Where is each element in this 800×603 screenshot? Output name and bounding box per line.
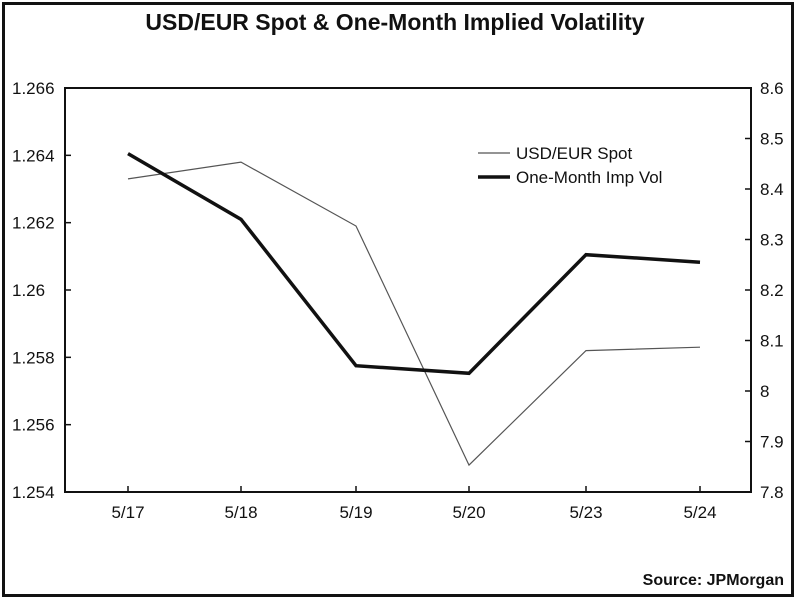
- chart-title: USD/EUR Spot & One-Month Implied Volatil…: [145, 9, 644, 35]
- legend: USD/EUR Spot One-Month Imp Vol: [478, 144, 662, 187]
- right-tick-label: 8.3: [760, 231, 784, 250]
- left-tick-label: 1.264: [12, 146, 55, 165]
- right-tick-label: 8.6: [760, 79, 784, 98]
- x-tick-label: 5/24: [683, 503, 716, 522]
- x-tick-label: 5/19: [339, 503, 372, 522]
- x-tick-label: 5/18: [224, 503, 257, 522]
- x-tick-label: 5/20: [452, 503, 485, 522]
- right-tick-label: 8: [760, 382, 769, 401]
- legend-label-vol: One-Month Imp Vol: [516, 168, 662, 187]
- right-tick-label: 8.1: [760, 332, 784, 351]
- series-line-spot: [127, 161, 701, 467]
- series-line-imp-vol: [127, 152, 701, 376]
- left-tick-label: 1.256: [12, 416, 55, 435]
- left-tick-label: 1.262: [12, 214, 55, 233]
- series-group: [127, 152, 701, 467]
- left-tick-label: 1.26: [12, 281, 45, 300]
- left-tick-label: 1.266: [12, 79, 55, 98]
- source-note: Source: JPMorgan: [643, 572, 784, 589]
- right-tick-label: 8.2: [760, 281, 784, 300]
- legend-label-spot: USD/EUR Spot: [516, 144, 632, 163]
- x-tick-label: 5/17: [111, 503, 144, 522]
- right-tick-label: 8.4: [760, 180, 784, 199]
- x-tick-label: 5/23: [569, 503, 602, 522]
- right-tick-label: 8.5: [760, 130, 784, 149]
- chart-frame: [2, 2, 794, 597]
- x-axis: 5/17 5/18 5/19 5/20 5/23 5/24: [111, 486, 717, 522]
- right-tick-label: 7.8: [760, 483, 784, 502]
- right-axis: 8.6 8.5 8.4 8.3 8.2 8.1 8 7.9 7.8: [745, 79, 784, 502]
- right-tick-label: 7.9: [760, 433, 784, 452]
- plot-area: [64, 87, 752, 493]
- left-tick-label: 1.254: [12, 483, 55, 502]
- left-axis: 1.266 1.264 1.262 1.26 1.258 1.256 1.254: [12, 79, 71, 502]
- left-tick-label: 1.258: [12, 348, 55, 367]
